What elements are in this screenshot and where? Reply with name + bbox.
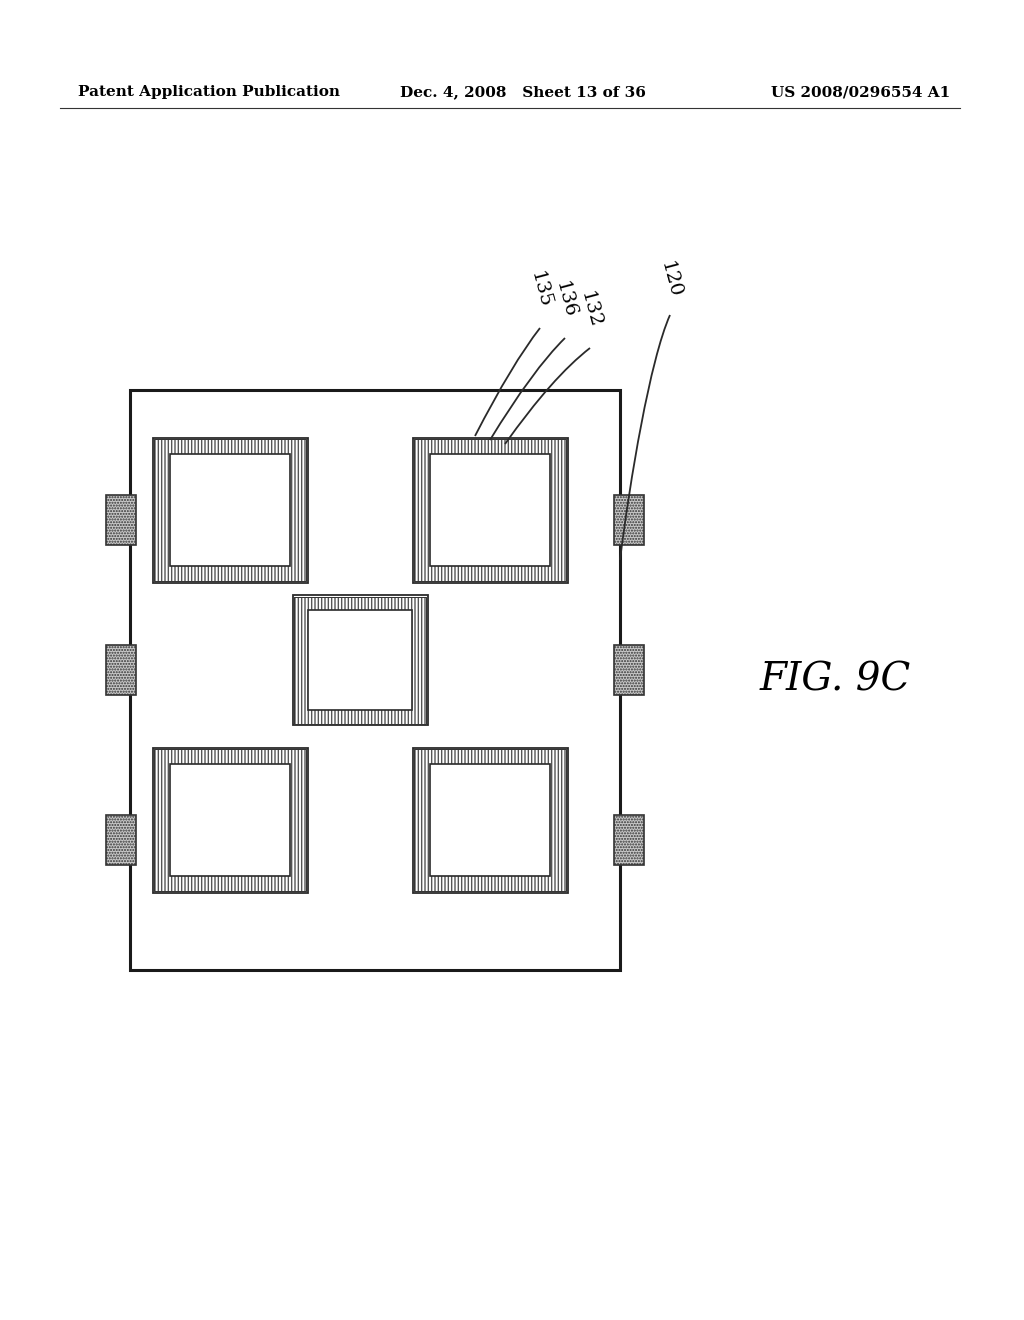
Bar bbox=[154, 440, 306, 581]
Bar bbox=[414, 748, 566, 891]
Bar bbox=[294, 597, 426, 723]
Text: 135: 135 bbox=[526, 269, 554, 310]
Text: 136: 136 bbox=[552, 280, 579, 319]
Bar bbox=[614, 495, 644, 545]
Text: 132: 132 bbox=[577, 289, 603, 330]
Bar bbox=[154, 748, 306, 891]
Text: US 2008/0296554 A1: US 2008/0296554 A1 bbox=[771, 84, 950, 99]
Bar bbox=[170, 764, 290, 876]
Bar bbox=[413, 437, 567, 582]
Bar bbox=[293, 595, 427, 725]
Bar bbox=[414, 748, 566, 891]
Bar bbox=[614, 814, 644, 865]
Bar bbox=[430, 454, 550, 566]
Bar bbox=[154, 748, 306, 891]
Text: 120: 120 bbox=[656, 260, 683, 300]
Bar bbox=[294, 597, 426, 723]
Bar bbox=[170, 454, 290, 566]
Text: Dec. 4, 2008   Sheet 13 of 36: Dec. 4, 2008 Sheet 13 of 36 bbox=[400, 84, 646, 99]
Bar bbox=[153, 437, 307, 582]
Bar bbox=[414, 440, 566, 581]
Bar bbox=[106, 814, 136, 865]
Bar bbox=[308, 610, 412, 710]
Bar bbox=[130, 389, 620, 970]
Text: Patent Application Publication: Patent Application Publication bbox=[78, 84, 340, 99]
Bar bbox=[154, 440, 306, 581]
Bar bbox=[106, 495, 136, 545]
Bar bbox=[106, 645, 136, 696]
Bar bbox=[430, 764, 550, 876]
Bar bbox=[153, 747, 307, 892]
Bar bbox=[614, 645, 644, 696]
Bar bbox=[413, 747, 567, 892]
Text: FIG. 9C: FIG. 9C bbox=[760, 661, 911, 698]
Bar bbox=[414, 440, 566, 581]
